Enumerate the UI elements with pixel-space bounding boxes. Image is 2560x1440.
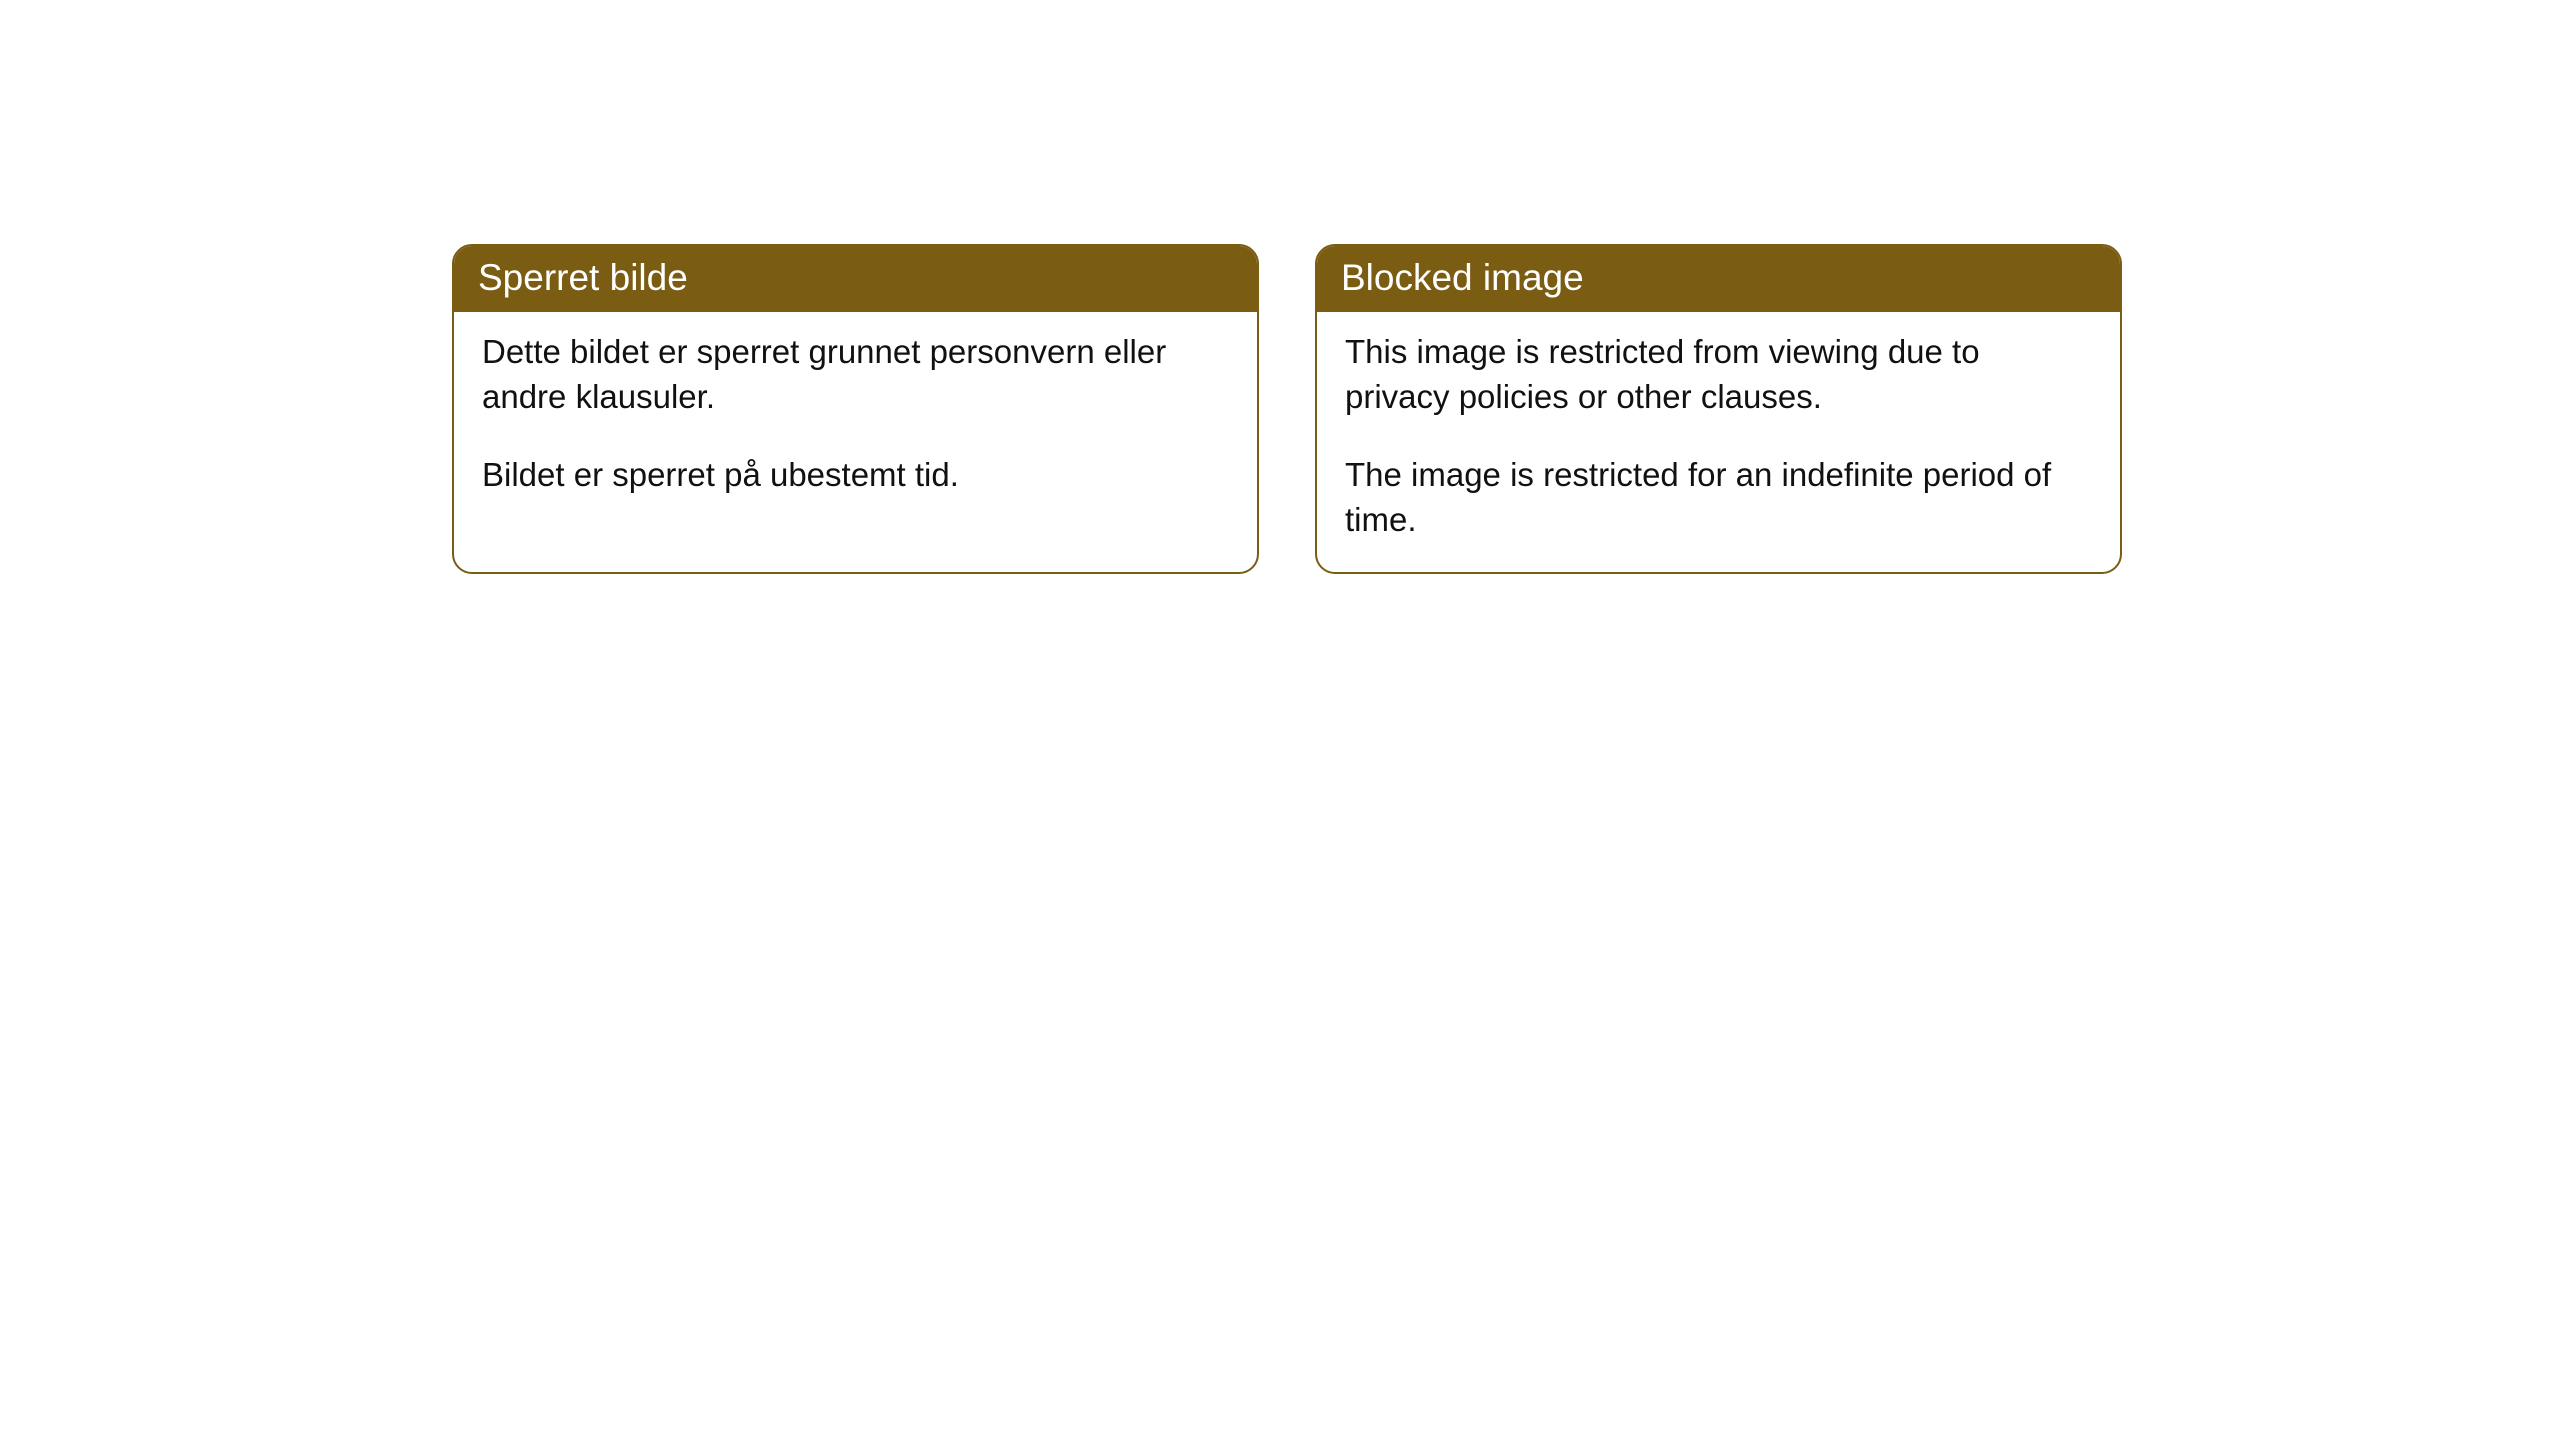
notice-card-title: Blocked image [1317, 246, 2120, 312]
notice-card-english: Blocked image This image is restricted f… [1315, 244, 2122, 574]
notice-paragraph: The image is restricted for an indefinit… [1345, 453, 2092, 542]
notice-card-norwegian: Sperret bilde Dette bildet er sperret gr… [452, 244, 1259, 574]
notice-paragraph: Bildet er sperret på ubestemt tid. [482, 453, 1229, 498]
notice-paragraph: This image is restricted from viewing du… [1345, 330, 2092, 419]
notice-paragraph: Dette bildet er sperret grunnet personve… [482, 330, 1229, 419]
notice-card-body: Dette bildet er sperret grunnet personve… [454, 312, 1257, 528]
notice-card-title: Sperret bilde [454, 246, 1257, 312]
notice-card-body: This image is restricted from viewing du… [1317, 312, 2120, 572]
notice-cards-row: Sperret bilde Dette bildet er sperret gr… [452, 244, 2560, 574]
